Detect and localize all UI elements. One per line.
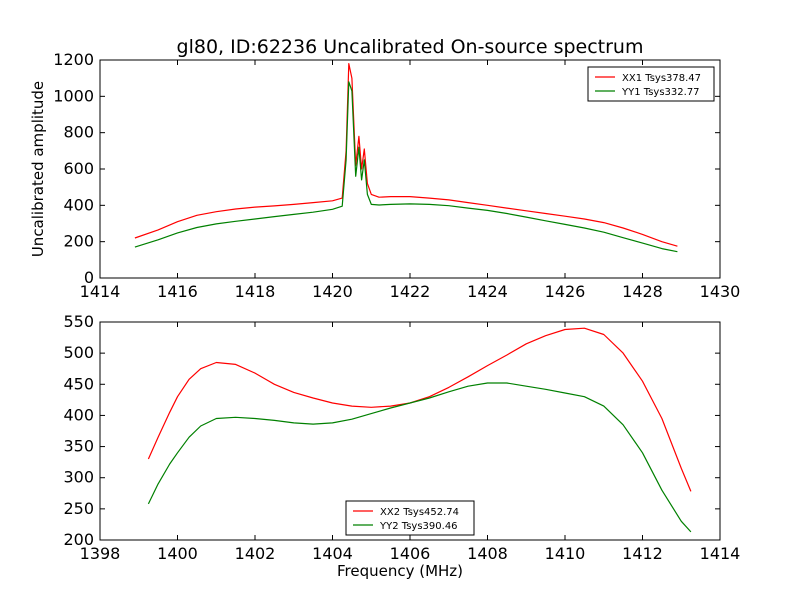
legend-label-1: XX2 Tsys452.74 [380, 507, 459, 518]
top-spectrum-panel: 1414 1416 1418 1420 1422 1424 1426 1428 1430 0 200… [29, 50, 740, 301]
y-tick-label: 200 [63, 530, 94, 549]
x-tick-label: 1412 [622, 544, 663, 563]
y-tick-label: 0 [84, 268, 94, 287]
x-tick-label: 1400 [157, 544, 198, 563]
x-tick-label: 1422 [390, 282, 431, 301]
legend-box [587, 66, 715, 102]
x-tick-label: 1428 [622, 282, 663, 301]
series-line-2 [147, 382, 692, 533]
legend-label-1: XX1 Tsys378.47 [622, 73, 701, 84]
legend-label-2: YY2 Tsys390.46 [379, 521, 458, 532]
x-axis-label: Frequency (MHz) [337, 562, 463, 580]
x-tick-label: 1414 [80, 282, 121, 301]
y-tick-label: 1200 [53, 50, 94, 69]
bottom-spectrum-panel: 1398 1400 1402 1404 1406 1408 1410 1412 1414 200 2… [63, 312, 740, 580]
x-tick-label: 1408 [467, 544, 508, 563]
y-tick-label: 300 [63, 468, 94, 487]
x-tick-label: 1426 [545, 282, 586, 301]
y-tick-label: 1000 [53, 86, 94, 105]
x-tick-label: 1430 [700, 282, 741, 301]
series-line-1 [134, 62, 678, 247]
x-tick-label: 1404 [312, 544, 353, 563]
y-tick-label: 400 [63, 195, 94, 214]
legend-label-2: YY1 Tsys332.77 [621, 87, 700, 98]
y-tick-label: 400 [63, 405, 94, 424]
x-tick-label: 1402 [235, 544, 276, 563]
series-line-1 [147, 327, 692, 492]
y-tick-label: 500 [63, 343, 94, 362]
y-tick-label: 350 [63, 437, 94, 456]
chart-title: gl80, ID:62236 Uncalibrated On-source sp… [177, 36, 644, 58]
x-tick-label: 1410 [545, 544, 586, 563]
x-tick-label: 1418 [235, 282, 276, 301]
x-tick-label: 1398 [80, 544, 121, 563]
y-axis-label: Uncalibrated amplitude [29, 81, 47, 257]
y-tick-label: 450 [63, 374, 94, 393]
x-tick-label: 1414 [700, 544, 741, 563]
y-tick-label: 200 [63, 232, 94, 251]
series-line-2 [134, 81, 678, 253]
x-tick-label: 1406 [390, 544, 431, 563]
y-tick-label: 800 [63, 123, 94, 142]
legend-box [345, 500, 475, 536]
x-tick-label: 1424 [467, 282, 508, 301]
y-tick-label: 600 [63, 159, 94, 178]
x-tick-label: 1420 [312, 282, 353, 301]
y-tick-label: 250 [63, 499, 94, 518]
y-tick-label: 550 [63, 312, 94, 331]
x-tick-label: 1416 [157, 282, 198, 301]
